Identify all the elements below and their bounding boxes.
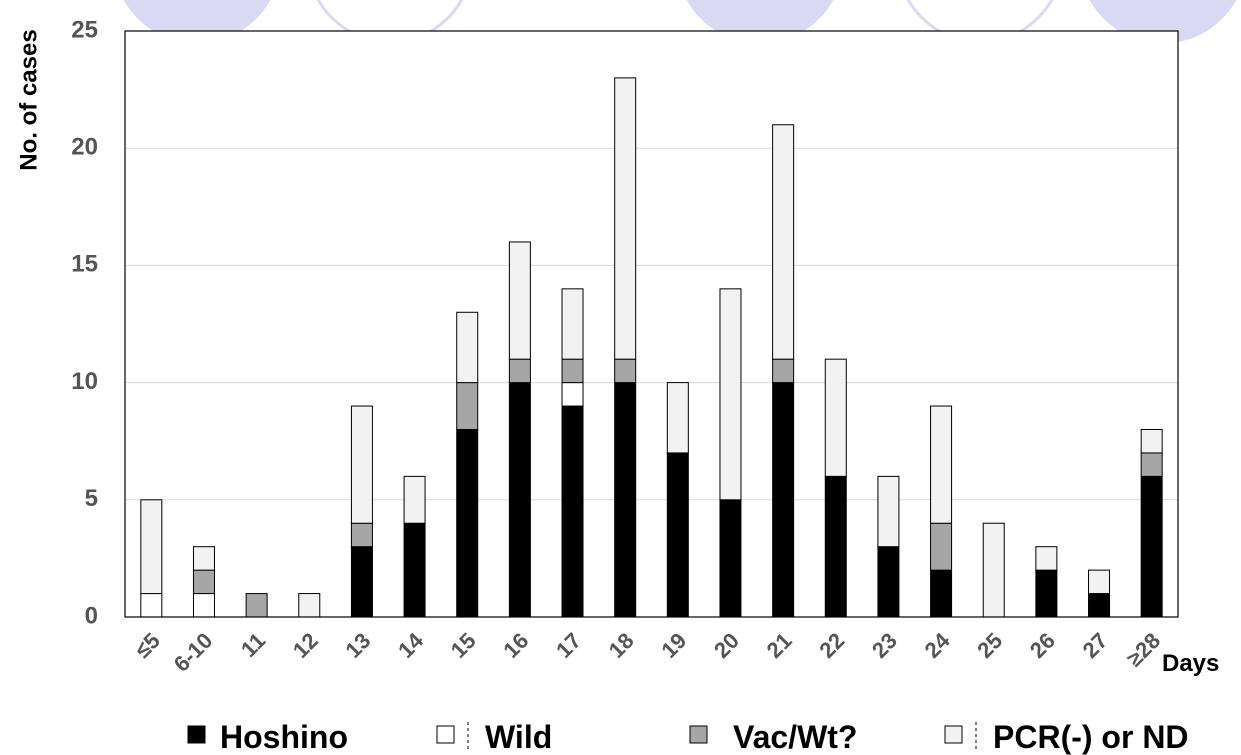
bar-segment-pcr-or-nd-4	[350, 405, 373, 524]
bar-segment-hoshino-5	[403, 522, 426, 618]
y-axis: 0 5 10 15 20 25	[71, 16, 98, 629]
bar-segment-pcr-or-nd-9	[614, 77, 637, 360]
bar-segment-vac-wt--12	[772, 358, 795, 384]
legend-label-hoshino: Hoshino	[220, 719, 348, 755]
bar-segment-pcr-or-nd-14	[877, 475, 900, 548]
bar-segment-vac-wt--1	[192, 569, 215, 595]
bar-segment-pcr-or-nd-0	[140, 499, 163, 595]
x-tick-label: 25	[972, 628, 1007, 663]
plot-area	[124, 30, 1179, 618]
bar-segment-vac-wt--7	[508, 358, 531, 384]
legend-swatch-hoshino	[187, 725, 206, 744]
x-tick-label: 16	[498, 628, 533, 663]
bar-segment-hoshino-9	[614, 382, 637, 618]
bar-segment-pcr-or-nd-7	[508, 241, 531, 360]
bar-segment-vac-wt--4	[350, 522, 373, 548]
y-tick-label: 20	[71, 134, 98, 161]
bar-segment-wild-8	[561, 382, 584, 407]
x-tick-label: 19	[656, 628, 691, 663]
bar-segment-hoshino-15	[930, 569, 953, 618]
legend: Hoshino Wild Vac/Wt? PCR(-) or ND	[187, 719, 1189, 755]
x-tick-label: 21	[762, 628, 797, 663]
y-tick-label: 0	[85, 602, 98, 629]
bar-segment-pcr-or-nd-18	[1088, 569, 1111, 595]
y-tick-label: 15	[71, 251, 98, 278]
bar-segment-pcr-or-nd-10	[666, 382, 689, 454]
legend-label-vac-wt-: Vac/Wt?	[733, 719, 857, 755]
bar-segment-hoshino-17	[1035, 569, 1058, 618]
bar-segment-pcr-or-nd-1	[192, 546, 215, 571]
bar-segment-pcr-or-nd-3	[298, 593, 321, 618]
bar-segment-hoshino-13	[824, 475, 847, 618]
x-tick-label: 26	[1025, 628, 1060, 663]
bar-segment-hoshino-6	[456, 428, 479, 618]
y-tick-label: 25	[71, 16, 98, 43]
x-tick-label: 11	[236, 628, 270, 662]
bar-segment-hoshino-19	[1140, 475, 1163, 618]
bar-segment-pcr-or-nd-11	[719, 288, 742, 501]
x-axis: ≤5 6-10 11 12 13 14 15 16 17 18 19 20 21 22 23 24 25 26 27…	[130, 627, 1165, 676]
x-tick-label: 22	[814, 628, 849, 663]
bar-segment-hoshino-7	[508, 382, 531, 618]
plot-frame	[124, 30, 1179, 618]
bar-segment-vac-wt--15	[930, 522, 953, 571]
x-tick-label: 24	[920, 627, 956, 663]
bar-segment-vac-wt--2	[245, 593, 268, 618]
x-tick-label: 20	[709, 628, 744, 663]
x-tick-label: 14	[393, 627, 429, 663]
bar-segment-pcr-or-nd-17	[1035, 546, 1058, 571]
bar-segment-wild-1	[192, 593, 215, 618]
bar-segment-hoshino-4	[350, 546, 373, 618]
bar-segment-hoshino-10	[666, 452, 689, 618]
bar-segment-pcr-or-nd-15	[930, 405, 953, 524]
bar-segment-pcr-or-nd-5	[403, 475, 426, 524]
bar-segment-hoshino-12	[772, 382, 795, 618]
legend-swatch-vac-wt-	[689, 725, 708, 744]
x-tick-label: ≥28	[1122, 628, 1166, 672]
bar-segment-pcr-or-nd-16	[982, 522, 1005, 618]
bar-segment-hoshino-18	[1088, 593, 1111, 618]
bar-segment-pcr-or-nd-12	[772, 124, 795, 360]
bar-segment-vac-wt--9	[614, 358, 637, 384]
legend-label-pcr-or-nd: PCR(-) or ND	[993, 719, 1189, 755]
bar-segment-hoshino-11	[719, 499, 742, 618]
legend-swatch-wild	[436, 725, 455, 744]
bar-segment-pcr-or-nd-8	[561, 288, 584, 360]
bar-segment-vac-wt--6	[456, 382, 479, 430]
x-tick-label: 13	[340, 628, 375, 663]
x-axis-unit-label: Days	[1162, 650, 1219, 677]
bar-segment-pcr-or-nd-6	[456, 311, 479, 384]
y-tick-label: 10	[71, 368, 98, 395]
x-tick-label: 23	[867, 628, 902, 663]
x-tick-label: ≤5	[130, 628, 165, 663]
x-tick-label: 6-10	[169, 628, 218, 677]
bar-segment-hoshino-8	[561, 405, 584, 618]
bar-segment-vac-wt--8	[561, 358, 584, 384]
y-tick-label: 5	[85, 485, 98, 512]
plot-background	[125, 31, 1178, 617]
legend-label-wild: Wild	[485, 719, 552, 755]
bar-segment-hoshino-14	[877, 546, 900, 618]
bar-segment-wild-0	[140, 593, 163, 618]
bar-segment-vac-wt--19	[1140, 452, 1163, 477]
legend-swatch-pcr-or-nd	[944, 725, 963, 744]
x-tick-label: 12	[288, 628, 323, 663]
x-tick-label: 27	[1078, 628, 1113, 663]
x-tick-label: 18	[604, 628, 639, 663]
bar-segment-pcr-or-nd-13	[824, 358, 847, 477]
y-axis-title: No. of cases	[15, 29, 42, 170]
bar-segment-pcr-or-nd-19	[1140, 428, 1163, 454]
x-tick-label: 17	[551, 628, 586, 663]
x-tick-label: 15	[446, 628, 481, 663]
